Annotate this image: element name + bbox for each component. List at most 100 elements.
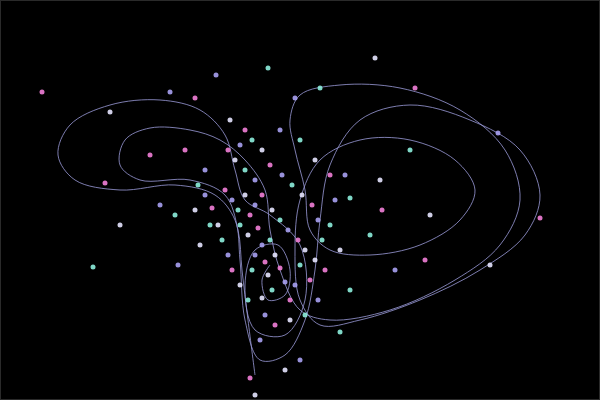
particle [290,183,295,188]
particle [268,238,273,243]
particle [378,178,383,183]
particle [250,268,255,273]
particle [323,268,328,273]
particle [243,128,248,133]
particle [278,266,283,271]
particle [230,198,235,203]
particle [91,265,96,270]
particle-group [40,86,543,381]
particle [238,283,243,288]
particle [220,238,225,243]
particle [333,198,338,203]
particle [158,203,163,208]
particle [238,143,243,148]
particle [173,213,178,218]
particle [298,138,303,143]
particle [214,73,219,78]
particle [293,283,298,288]
particle [118,223,123,228]
particle [496,131,501,136]
plot-frame [1,1,600,400]
particle [303,248,308,253]
particle [210,206,215,211]
particle [423,258,428,263]
particle [313,258,318,263]
particle [293,96,298,101]
particle [253,178,258,183]
background [0,0,600,400]
particle [243,168,248,173]
particle [266,273,271,278]
particle [148,153,153,158]
particle [263,313,268,318]
particle [328,173,333,178]
particle [253,393,258,398]
particle [300,193,305,198]
particle [258,338,263,343]
particle-group [91,66,413,335]
particle [348,196,353,201]
particle [373,56,378,61]
particle [233,158,238,163]
particle [298,358,303,363]
particle [318,86,323,91]
particle [286,228,291,233]
particle-group [158,73,501,363]
particle [368,233,373,238]
particle [283,280,288,285]
chart [0,0,600,400]
particle [236,208,241,213]
particle [253,203,258,208]
particle [176,263,181,268]
particle [223,188,228,193]
particle [316,218,321,223]
particle [338,248,343,253]
particle [183,148,188,153]
particle [283,368,288,373]
particle [263,260,268,265]
particle [230,268,235,273]
particle [288,298,293,303]
particle-group [108,56,493,398]
particle [328,223,333,228]
particle [308,278,313,283]
particle [273,323,278,328]
particle [278,128,283,133]
particle [260,193,265,198]
particle [538,216,543,221]
plot-area [40,56,543,398]
particle [268,163,273,168]
particle [413,86,418,91]
particle [260,296,265,301]
particle [108,110,113,115]
particle [226,253,231,258]
particle [296,238,301,243]
particle [303,313,308,318]
particle [408,148,413,153]
particle [380,208,385,213]
particle [488,263,493,268]
particle [248,376,253,381]
particle [273,253,278,258]
particle [246,298,251,303]
particle [193,96,198,101]
particle [348,288,353,293]
particle [310,203,315,208]
particle [198,243,203,248]
particle [343,173,348,178]
particle [280,173,285,178]
particle [238,223,243,228]
particle [196,183,201,188]
particle [278,218,283,223]
particle [193,208,198,213]
particle [226,148,231,153]
particle [168,90,173,95]
particle [260,243,265,248]
particle [266,66,271,71]
particle [393,268,398,273]
particle [256,226,261,231]
particle [250,138,255,143]
particle [260,148,265,153]
attractor-line [58,84,540,375]
particle [270,288,275,293]
